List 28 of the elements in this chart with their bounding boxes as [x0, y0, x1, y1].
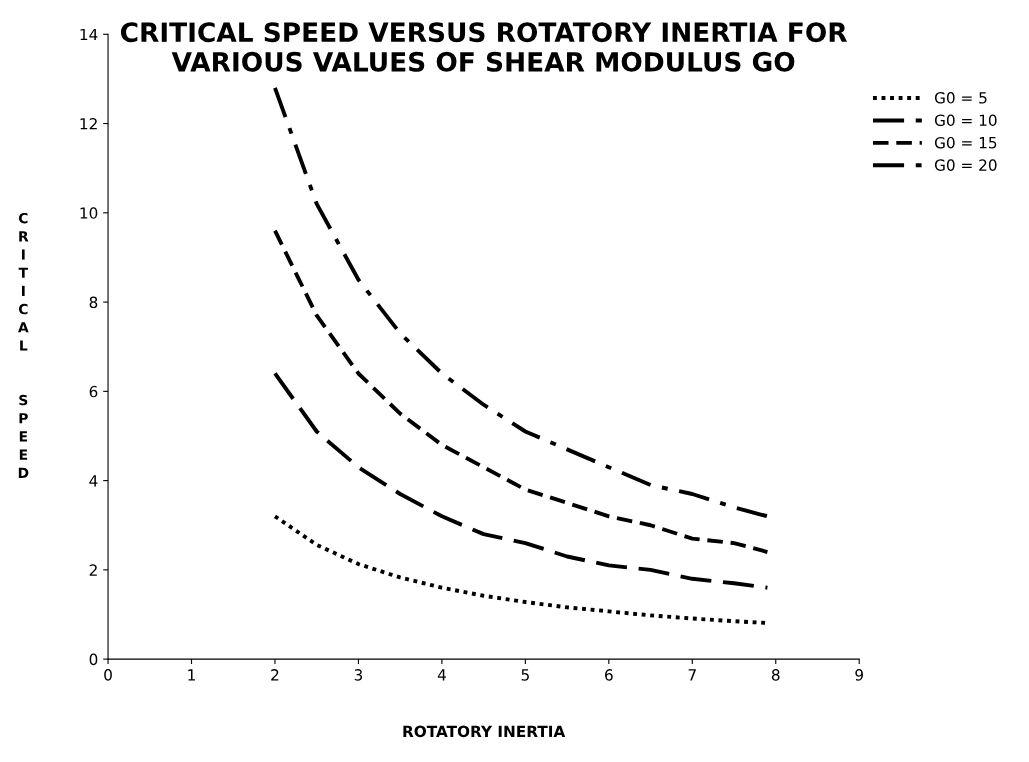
x-tick-label: 8 — [771, 669, 780, 681]
y-tick-label: 2 — [89, 564, 97, 576]
legend-label: G0 = 10 — [934, 114, 997, 127]
x-tick-label: 1 — [188, 669, 195, 681]
legend-label: G0 = 5 — [934, 92, 987, 104]
y-tick-label: 8 — [89, 296, 98, 309]
x-tick-label: 9 — [855, 669, 863, 681]
x-tick-label: 3 — [354, 669, 363, 681]
y-tick-label: 4 — [89, 475, 98, 487]
y-tick-label: 10 — [80, 207, 98, 219]
y-tick-label: 0 — [89, 653, 98, 666]
chart-title: CRITICAL SPEED VERSUS ROTATORY INERTIA FOR VARIOUS VALUES OF SHEAR MODULUS GO — [120, 22, 848, 72]
x-tick-label: 6 — [605, 669, 613, 681]
x-tick-label: 0 — [104, 669, 112, 681]
line-series — [273, 85, 770, 519]
legend-label: G0 = 20 — [934, 159, 997, 171]
y-tick-label: 6 — [89, 385, 98, 398]
x-tick-label: 2 — [271, 669, 279, 681]
y-tick-label: 14 — [80, 28, 98, 41]
y-tick-label: 12 — [80, 118, 97, 130]
x-axis-title: ROTATORY INERTIA — [403, 725, 566, 738]
x-tick-label: 5 — [521, 669, 529, 681]
legend-label: G0 = 15 — [934, 136, 997, 149]
line-series — [273, 371, 770, 590]
x-tick-label: 7 — [688, 669, 696, 681]
x-tick-label: 4 — [437, 669, 446, 681]
text: CRITICAL SPEED — [18, 212, 29, 478]
line-series — [273, 228, 770, 554]
